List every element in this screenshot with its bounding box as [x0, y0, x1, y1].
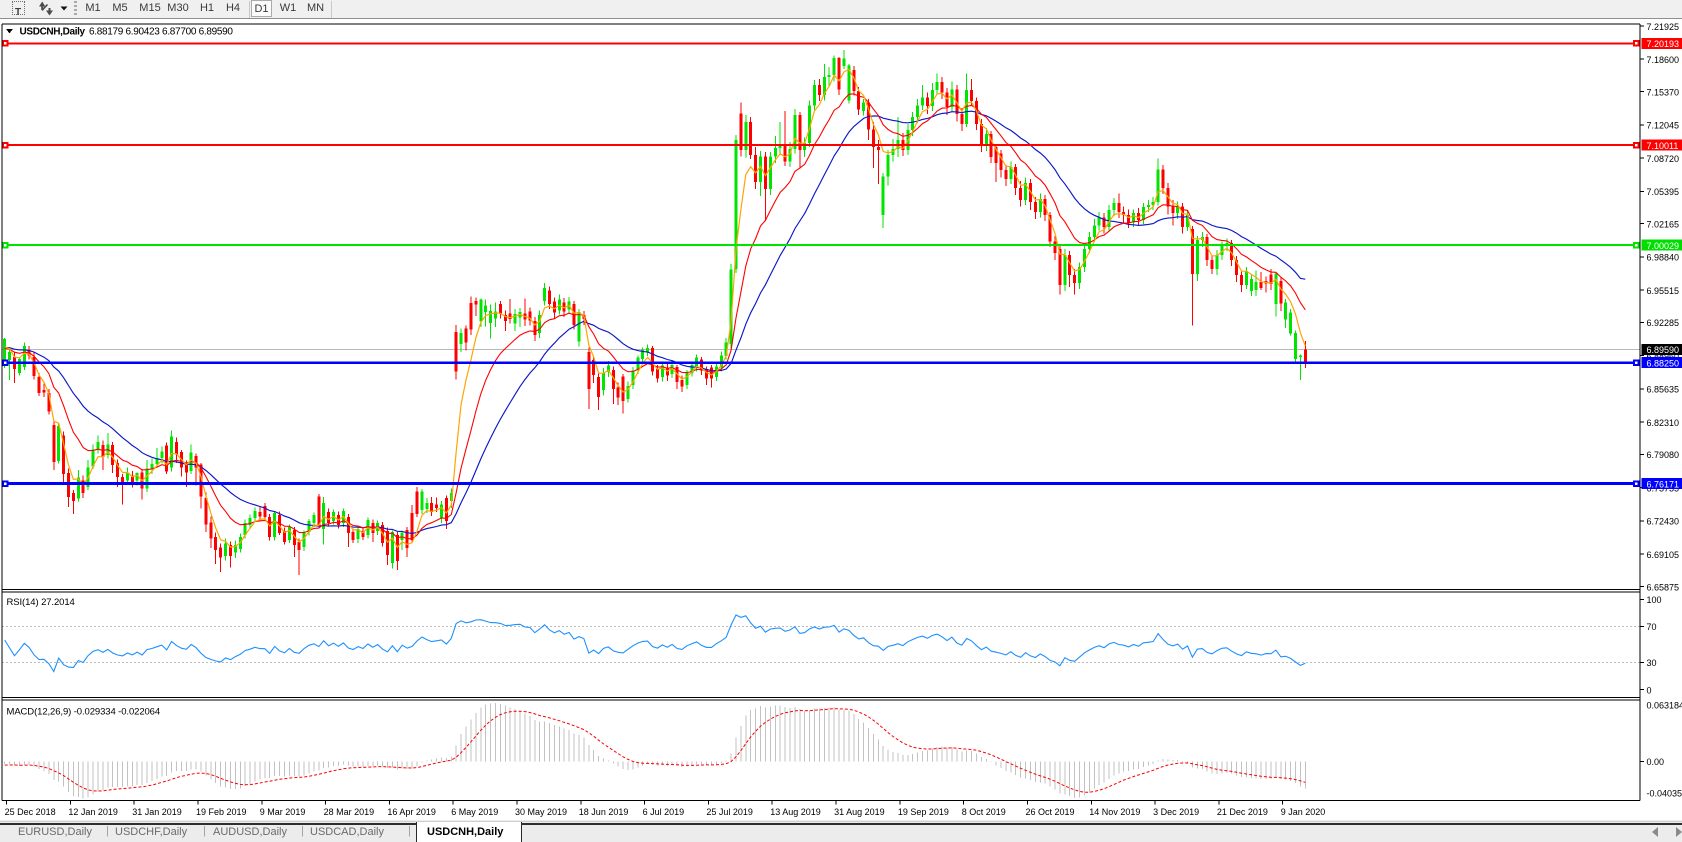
svg-text:18 Jun 2019: 18 Jun 2019	[579, 807, 629, 817]
svg-text:7.20193: 7.20193	[1647, 39, 1680, 49]
svg-text:6.95515: 6.95515	[1647, 286, 1680, 296]
svg-text:-0.040355: -0.040355	[1647, 789, 1682, 799]
svg-text:7.21925: 7.21925	[1647, 22, 1680, 32]
svg-text:31 Aug 2019: 31 Aug 2019	[834, 807, 885, 817]
svg-text:21 Dec 2019: 21 Dec 2019	[1217, 807, 1268, 817]
svg-text:30 May 2019: 30 May 2019	[515, 807, 567, 817]
svg-text:6 Jul 2019: 6 Jul 2019	[643, 807, 685, 817]
svg-text:19 Sep 2019: 19 Sep 2019	[898, 807, 949, 817]
svg-text:9 Jan 2020: 9 Jan 2020	[1281, 807, 1326, 817]
svg-text:7.08720: 7.08720	[1647, 154, 1680, 164]
svg-text:0.00: 0.00	[1647, 757, 1665, 767]
svg-text:6.89590: 6.89590	[1647, 345, 1680, 355]
svg-text:9 Mar 2019: 9 Mar 2019	[260, 807, 306, 817]
svg-text:3 Dec 2019: 3 Dec 2019	[1153, 807, 1199, 817]
svg-text:0: 0	[1647, 685, 1652, 695]
svg-text:7.02165: 7.02165	[1647, 219, 1680, 229]
svg-text:MACD(12,26,9) -0.029334 -0.022: MACD(12,26,9) -0.029334 -0.022064	[7, 707, 161, 718]
svg-text:7.00029: 7.00029	[1647, 241, 1680, 251]
svg-text:0.063184: 0.063184	[1647, 701, 1682, 711]
svg-text:6.88250: 6.88250	[1647, 359, 1680, 369]
svg-text:6.88179 6.90423 6.87700 6.8959: 6.88179 6.90423 6.87700 6.89590	[89, 27, 233, 38]
svg-text:26 Oct 2019: 26 Oct 2019	[1026, 807, 1075, 817]
svg-text:RSI(14) 27.2014: RSI(14) 27.2014	[7, 597, 75, 608]
svg-text:7.15370: 7.15370	[1647, 87, 1680, 97]
svg-text:31 Jan 2019: 31 Jan 2019	[132, 807, 182, 817]
svg-text:6.88960: 6.88960	[1647, 351, 1680, 361]
svg-text:25 Jul 2019: 25 Jul 2019	[706, 807, 753, 817]
svg-text:30: 30	[1647, 658, 1657, 668]
svg-text:6 May 2019: 6 May 2019	[451, 807, 498, 817]
svg-text:25 Dec 2018: 25 Dec 2018	[5, 807, 56, 817]
svg-text:USDCNH,Daily: USDCNH,Daily	[20, 27, 86, 38]
svg-text:7.10011: 7.10011	[1647, 141, 1679, 151]
svg-text:100: 100	[1647, 595, 1662, 605]
svg-text:6.76171: 6.76171	[1647, 479, 1680, 489]
svg-text:70: 70	[1647, 622, 1657, 632]
svg-text:6.65875: 6.65875	[1647, 582, 1680, 592]
svg-text:8 Oct 2019: 8 Oct 2019	[962, 807, 1006, 817]
svg-text:7.18600: 7.18600	[1647, 55, 1680, 65]
svg-text:6.85635: 6.85635	[1647, 385, 1680, 395]
svg-text:13 Aug 2019: 13 Aug 2019	[770, 807, 821, 817]
svg-text:6.72430: 6.72430	[1647, 517, 1680, 527]
svg-text:7.12045: 7.12045	[1647, 121, 1680, 131]
svg-text:12 Jan 2019: 12 Jan 2019	[68, 807, 118, 817]
svg-text:28 Mar 2019: 28 Mar 2019	[324, 807, 375, 817]
svg-text:7.05395: 7.05395	[1647, 187, 1680, 197]
svg-text:6.82310: 6.82310	[1647, 418, 1680, 428]
svg-text:6.92285: 6.92285	[1647, 318, 1680, 328]
svg-text:6.69105: 6.69105	[1647, 550, 1680, 560]
svg-text:16 Apr 2019: 16 Apr 2019	[387, 807, 436, 817]
svg-text:14 Nov 2019: 14 Nov 2019	[1089, 807, 1140, 817]
svg-text:19 Feb 2019: 19 Feb 2019	[196, 807, 247, 817]
svg-text:6.98840: 6.98840	[1647, 253, 1680, 263]
svg-text:6.79080: 6.79080	[1647, 450, 1680, 460]
